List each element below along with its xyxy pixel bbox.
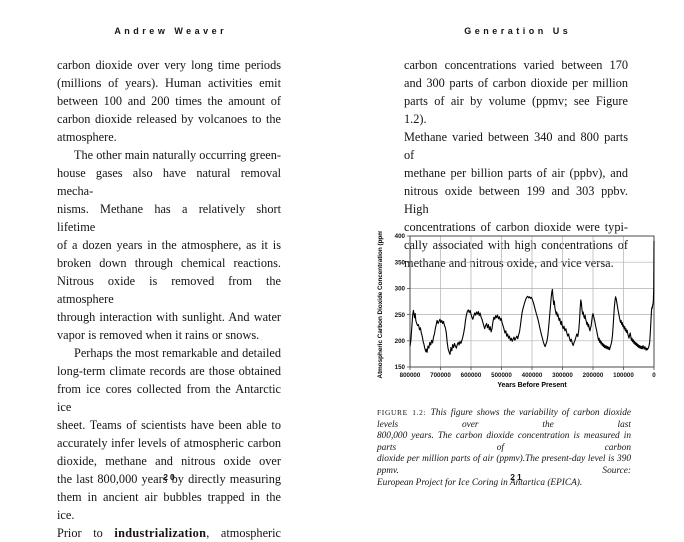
svg-text:300000: 300000 [552,372,573,379]
text-line: cally associated with high concentration… [404,238,628,252]
body-text-left: carbon dioxide over very long time perio… [57,56,281,542]
tick-labels: 150 200 250 300 350 400 800000 700000 600000 5000… [395,233,657,379]
svg-text:250: 250 [395,312,406,319]
text-line: the last 800,000 years by directly measu… [57,472,281,486]
text-line: broken down through chemical reactions. [57,256,281,270]
text-line: dioxide, methane and nitrous oxide over [57,454,281,468]
svg-text:350: 350 [395,259,406,266]
text-line: parts of air by volume (ppmv; see Figure… [404,94,628,126]
text-line: carbon dioxide over very long time perio… [57,58,281,72]
text-line: methane and nitrous oxide, and vice vers… [404,256,614,270]
text-line: long-term climate records are those obta… [57,364,281,378]
text-line: Methane varied between 340 and 800 parts… [404,130,628,162]
svg-text:800000: 800000 [400,372,421,379]
text-line: from ice cores collected from the Antarc… [57,382,281,414]
text-line: Perhaps the most remarkable and detailed [74,346,281,360]
text-line: nisms. Methane has a relatively short li… [57,202,281,234]
page-number-left: 20 [163,472,177,482]
svg-text:150: 150 [395,364,406,371]
text-line: (millions of years). Human activities em… [57,76,281,90]
svg-text:400: 400 [395,233,406,240]
svg-text:200000: 200000 [583,372,604,379]
figure-caption: FIGURE 1.2: This figure shows the variab… [377,407,631,489]
co2-chart-svg: 150 200 250 300 350 400 800000 700000 600000 5000… [377,225,657,389]
svg-text:100000: 100000 [613,372,634,379]
co2-figure: 150 200 250 300 350 400 800000 700000 600000 5000… [374,225,658,393]
svg-text:600000: 600000 [461,372,482,379]
text-line: of a dozen years in the atmosphere, as i… [57,238,281,252]
running-head-left: Andrew Weaver [114,26,228,36]
running-head-right: Generation Us [464,26,572,36]
text-line: Nitrous oxide is removed from the atmosp… [57,274,281,306]
svg-text:200: 200 [395,338,406,345]
text-line: and 300 parts of carbon dioxide per mill… [404,76,628,90]
svg-text:500000: 500000 [491,372,512,379]
text-line: between 100 and 200 times the amount of [57,94,281,108]
svg-text:700000: 700000 [430,372,451,379]
text-line: atmosphere. [57,130,117,144]
text-line: The other main naturally occurring green… [74,148,281,162]
text-line: sheet. Teams of scientists have been abl… [57,418,281,432]
svg-text:400000: 400000 [522,372,543,379]
body-text-right: carbon concentrations varied between 170… [404,56,628,272]
text-line: carbon dioxide released by volcanoes to … [57,112,281,126]
svg-text:0: 0 [652,372,656,379]
text-line: methane per billion parts of air (ppbv),… [404,166,628,180]
text-line: them in ancient air bubbles trapped in t… [57,490,281,522]
gridlines [410,236,654,367]
caption-line: FIGURE 1.2: This figure shows the variab… [377,408,631,430]
caption-line: European Project for Ice Coring in Antar… [377,477,583,488]
text-line: house gases also have natural removal me… [57,166,281,198]
x-axis-title: Years Before Present [497,382,567,389]
svg-text:300: 300 [395,286,406,293]
text-line: nitrous oxide between 199 and 303 ppbv. … [404,184,628,216]
co2-series-line [409,240,655,355]
tick-marks [407,235,655,370]
y-axis-title: Atmospheric Carbon Dioxide Concentration… [377,231,384,378]
caption-line: dioxide per million parts of air (ppmv).… [377,454,631,476]
figure-label: FIGURE 1.2: [377,408,431,417]
text-line: carbon concentrations varied between 170 [404,58,628,72]
text-line: concentrations of carbon dioxide were ty… [404,220,628,234]
text-line: Prior to industrialization, atmospheric [57,526,282,540]
caption-line: 800,000 years. The carbon dioxide concen… [377,431,631,453]
book-spread: { "left_page": { "header": "Andrew Weave… [57,26,658,540]
text-line: accurately infer levels of atmospheric c… [57,436,281,450]
text-line: through interaction with sunlight. And w… [57,310,281,324]
text-line: vapor is removed when it rains or snows. [57,328,260,342]
page-number-right: 21 [510,472,524,482]
